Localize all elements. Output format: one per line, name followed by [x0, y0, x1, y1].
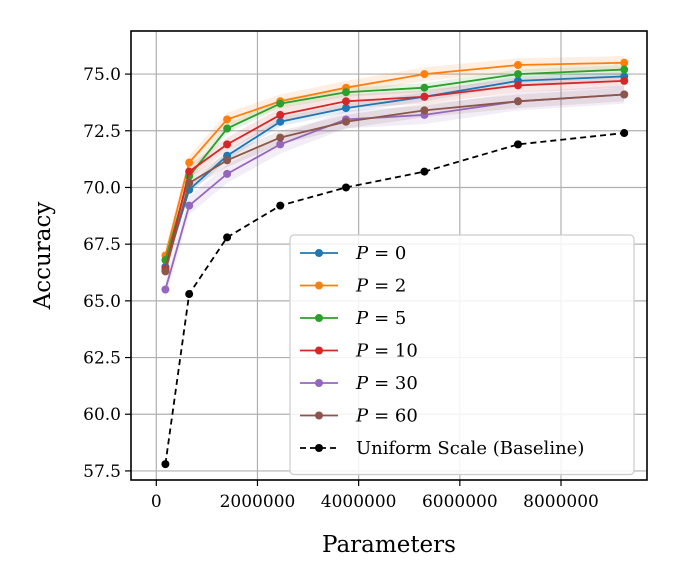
data-point [185, 290, 194, 299]
x-tick-label: 4000000 [321, 492, 397, 512]
legend-entry-variable: P [355, 406, 369, 427]
legend-entry-value: = 10 [374, 341, 418, 362]
data-point [161, 460, 170, 469]
data-point [223, 115, 232, 124]
data-point [420, 167, 429, 176]
y-tick-label: 67.5 [83, 235, 121, 255]
legend-entry: P = 0 [355, 243, 406, 264]
data-point [514, 97, 522, 106]
y-tick-label: 62.5 [83, 349, 121, 369]
series-line [164, 79, 625, 270]
legend-box [289, 234, 635, 476]
data-point [276, 110, 285, 119]
series-line [164, 132, 625, 465]
y-axis-label: Accuracy [30, 202, 56, 311]
data-point [420, 92, 429, 101]
data-point [342, 104, 350, 113]
legend-entry: Uniform Scale (Baseline) [356, 438, 584, 459]
legend-entry-value: = 0 [374, 243, 406, 264]
series-line [164, 75, 625, 268]
data-point [420, 70, 429, 79]
data-point [514, 70, 522, 79]
legend-entry-variable: P [355, 341, 369, 362]
y-tick-label: 57.5 [83, 462, 121, 482]
data-point [276, 140, 285, 149]
y-tick-label: 65.0 [83, 292, 121, 312]
data-point [185, 158, 194, 167]
data-point [223, 169, 232, 178]
y-tick-label: 60.0 [83, 405, 121, 425]
legend-entry: P = 60 [355, 406, 418, 427]
data-point [276, 117, 285, 126]
data-point [276, 133, 285, 142]
data-point [342, 183, 350, 192]
data-point [514, 61, 522, 70]
data-point [514, 81, 522, 90]
legend-entry-variable: P [355, 243, 369, 264]
data-point [342, 117, 350, 126]
data-point [342, 97, 350, 106]
y-tick-label: 75.0 [83, 65, 121, 85]
series-line [164, 93, 625, 272]
data-point [161, 267, 170, 276]
data-point [223, 156, 232, 165]
x-axis-ticks: 0 2000000 4000000 6000000 8000000 [151, 480, 599, 512]
x-tick-label: 2000000 [220, 492, 296, 512]
data-point [514, 140, 522, 149]
data-point [223, 233, 232, 242]
x-tick-label: 8000000 [523, 492, 599, 512]
series-lines [161, 58, 629, 469]
legend-swatch-marker [315, 249, 323, 257]
x-tick-label: 6000000 [422, 492, 498, 512]
legend-swatch-marker [315, 411, 323, 420]
legend-entry-variable: P [355, 276, 369, 297]
data-point [223, 140, 232, 149]
legend-entry-value: = 30 [374, 373, 418, 394]
data-point [620, 58, 629, 67]
x-axis-label: Parameters [322, 532, 456, 558]
data-point [161, 285, 170, 294]
data-point [276, 201, 285, 210]
series-line [164, 68, 625, 261]
legend-entry: P = 5 [355, 308, 406, 329]
data-point [620, 129, 629, 138]
data-point [223, 124, 232, 133]
legend-swatch-marker [315, 281, 323, 290]
data-point [185, 178, 194, 187]
y-tick-label: 70.0 [83, 178, 121, 198]
data-point [420, 83, 429, 92]
data-point [185, 201, 194, 210]
legend-swatch-marker [315, 346, 323, 355]
plot-frame [130, 30, 648, 481]
legend-entry: P = 10 [355, 341, 418, 362]
legend-entry: P = 2 [355, 276, 406, 297]
legend-swatch-marker [315, 314, 323, 322]
legend-entry: P = 30 [355, 373, 418, 394]
data-point [342, 88, 350, 97]
x-tick-label: 0 [151, 492, 162, 512]
legend-entry-value: = 60 [374, 406, 418, 427]
legend-entry-variable: P [355, 373, 369, 394]
series-line [164, 61, 625, 256]
legend-entry-value: = 2 [374, 276, 406, 297]
legend-swatch-marker [315, 379, 323, 387]
y-axis-ticks: 57.5 60.0 62.5 65.0 67.5 70.0 72.5 75.0 [83, 65, 131, 482]
data-point [620, 65, 629, 74]
data-point [620, 90, 629, 99]
data-point [620, 76, 629, 85]
legend-swatch-marker [315, 444, 323, 452]
data-point [185, 167, 194, 176]
legend-entry-value: = 5 [374, 308, 406, 329]
data-point [276, 99, 285, 108]
y-tick-label: 72.5 [83, 122, 121, 142]
legend-entry-variable: P [355, 308, 369, 329]
data-point [420, 106, 429, 115]
